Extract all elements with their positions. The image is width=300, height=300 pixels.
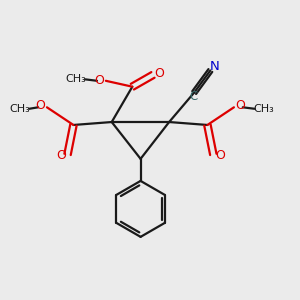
Text: O: O <box>35 99 45 112</box>
Text: C: C <box>189 90 197 103</box>
Text: CH₃: CH₃ <box>65 74 86 84</box>
Text: CH₃: CH₃ <box>254 104 274 114</box>
Text: O: O <box>236 99 245 112</box>
Text: O: O <box>56 149 66 162</box>
Text: CH₃: CH₃ <box>9 104 30 114</box>
Text: N: N <box>210 60 220 73</box>
Text: O: O <box>94 74 104 87</box>
Text: O: O <box>154 67 164 80</box>
Text: O: O <box>215 149 225 162</box>
